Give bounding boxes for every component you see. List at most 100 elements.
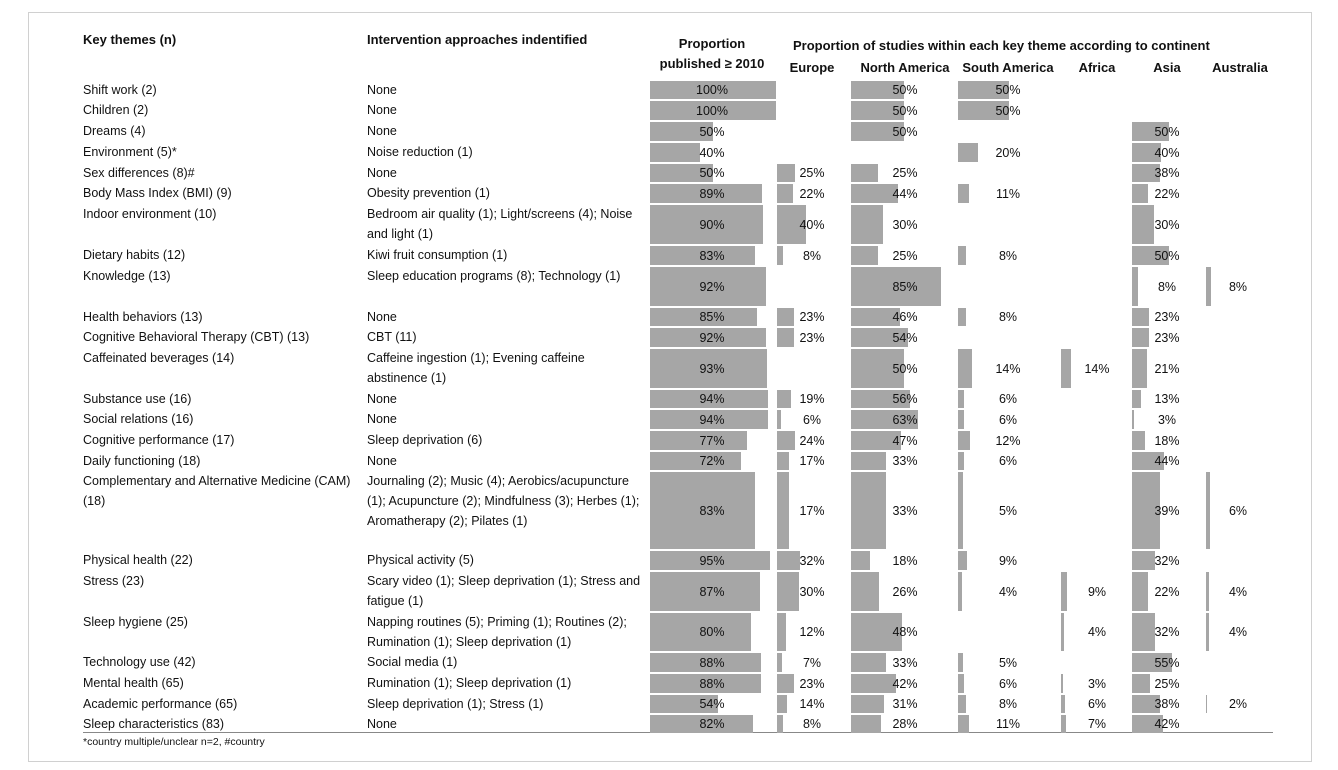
theme: Sleep hygiene (25) [83,615,188,629]
data-bar [650,551,770,570]
data-bar [777,653,783,672]
data-bar [851,390,911,408]
data-bar [1061,674,1064,693]
header: Key themes (n) [83,32,177,47]
data-bar [777,308,794,326]
data-bar [958,431,971,450]
theme: Stress (23) [83,574,145,588]
data-bar [650,410,769,429]
bar-label: 31% [892,697,918,711]
bar-label: 11% [995,717,1021,731]
bar-label: 44% [892,186,918,201]
data-bar [1132,572,1149,611]
bar-label: 4% [998,584,1018,599]
data-bar [777,613,786,651]
data-bar [1061,349,1072,388]
bar-label: 12% [995,433,1021,448]
bar-label: 39% [1154,503,1180,518]
data-bar [1206,572,1209,611]
data-bar [777,164,796,182]
bar-label: 14% [799,697,825,711]
data-bar [1132,308,1149,326]
bar-label: 95% [699,553,725,568]
theme: Cognitive Behavioral Therapy (CBT) (13) [83,330,310,344]
bar-label: 32% [799,553,825,568]
bar-label: 30% [1154,217,1180,232]
bar-label: 92% [699,330,725,345]
data-bar [777,328,794,347]
bar-label: 30% [892,217,918,232]
data-bar [851,122,904,141]
data-bar [958,472,964,549]
bar-label: 20% [995,145,1021,160]
bar-label: 77% [699,433,725,448]
header: published ≥ 2010 [659,56,765,71]
data-bar [650,164,713,182]
data-bar [1061,613,1064,651]
data-bar [1206,695,1208,713]
bar-label: 54% [699,697,725,711]
bar-label: 32% [1154,553,1180,568]
bar-label: 50% [1154,248,1180,263]
data-bar [1132,410,1135,429]
bar-label: 85% [699,310,725,324]
data-bar [650,674,761,693]
bar-label: 50% [1154,124,1180,139]
intervention: None [367,124,397,138]
intervention: Caffeine ingestion (1); Evening caffeine… [367,351,585,385]
bar-label: 14% [1084,361,1110,376]
data-bar [777,472,790,549]
continent-header: Africa [1078,60,1116,75]
bar-label: 11% [995,186,1021,201]
bar-label: 50% [892,124,918,139]
data-bar [1132,551,1156,570]
theme: Children (2) [83,103,149,117]
bar-label: 7% [1087,717,1107,731]
bar-label: 90% [699,217,725,232]
data-bar [1132,267,1138,306]
data-bar [851,267,942,306]
intervention: Social media (1) [367,655,458,669]
bar-label: 89% [699,186,725,201]
data-bar [650,122,713,141]
bar-label: 4% [1228,625,1248,639]
bar-label: 33% [892,655,918,670]
data-bar [1132,164,1160,182]
data-bar [777,695,788,713]
intervention: Napping routines (5); Priming (1); Routi… [367,615,627,649]
theme: Dietary habits (12) [83,248,186,262]
theme: Mental health (65) [83,676,184,690]
data-bar [851,308,900,326]
data-bar [958,101,1009,120]
data-bar [958,308,967,326]
bar-label: 21% [1154,361,1180,376]
data-bar [958,246,967,265]
bar-label: 94% [699,392,725,406]
bar-label: 88% [699,655,725,670]
data-bar [777,431,795,450]
data-bar [1132,184,1149,203]
bar-label: 54% [892,330,918,345]
data-bar [650,184,763,203]
data-bar [851,653,886,672]
bar-label: 13% [1154,392,1180,406]
data-bar [958,143,979,162]
intervention: None [367,83,397,97]
theme: Sleep characteristics (83) [83,717,225,731]
intervention: Rumination (1); Sleep deprivation (1) [367,676,572,690]
bar-label: 83% [699,503,725,518]
bar-label: 40% [799,217,825,232]
theme: Sex differences (8)# [83,166,195,180]
bar-label: 8% [802,717,822,731]
intervention: Sleep deprivation (1); Stress (1) [367,697,544,711]
data-bar [1132,674,1151,693]
continent-header: Europe [789,60,835,75]
bar-label: 48% [892,625,918,639]
data-bar [958,410,965,429]
data-bar [1206,472,1210,549]
data-bar [650,246,755,265]
bar-label: 42% [1154,717,1180,731]
data-bar [650,452,741,470]
data-bar [777,452,790,470]
bar-label: 50% [892,361,918,376]
